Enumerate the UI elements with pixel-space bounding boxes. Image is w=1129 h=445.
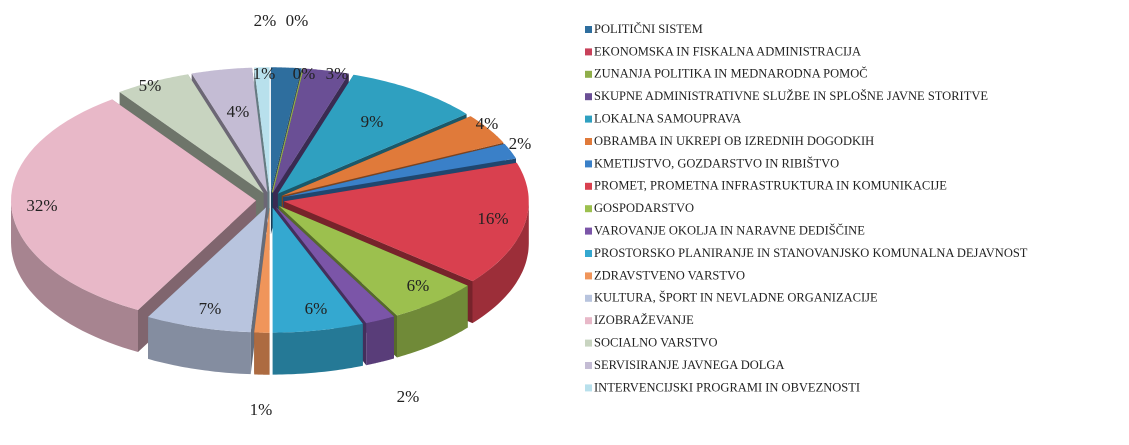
legend-swatch <box>585 227 592 235</box>
slice <box>272 207 363 375</box>
legend-label: ZDRAVSTVENO VARSTVO <box>594 268 745 282</box>
slice <box>254 207 270 375</box>
percent-label: 4% <box>227 102 250 121</box>
legend-swatch <box>585 115 592 123</box>
percent-label: 16% <box>477 209 508 228</box>
legend-label: LOKALNA SAMOUPRAVA <box>594 111 741 125</box>
legend-swatch <box>585 294 592 302</box>
slice-top <box>283 162 529 282</box>
legend-label: VAROVANJE OKOLJA IN NARAVNE DEDIŠČINE <box>594 223 865 237</box>
slice-top <box>11 99 256 311</box>
legend-swatch <box>585 205 592 213</box>
percent-label: 2% <box>254 11 277 30</box>
legend-label: KULTURA, ŠPORT IN NEVLADNE ORGANIZACIJE <box>594 291 878 305</box>
slice-wall <box>472 201 529 324</box>
slice-top <box>119 74 264 194</box>
legend-swatch <box>585 317 592 325</box>
legend-label: SOCIALNO VARSTVO <box>594 335 718 349</box>
percent-label: 1% <box>250 400 273 419</box>
legend-label: IZOBRAŽEVANJE <box>594 313 694 327</box>
slice-top <box>148 207 267 333</box>
percent-label: 4% <box>476 114 499 133</box>
slice-top <box>278 205 468 316</box>
slice <box>271 68 304 193</box>
slice-top <box>191 67 268 193</box>
legend-swatch <box>585 362 592 369</box>
slice-wall <box>397 285 468 358</box>
legend-label: GOSPODARSTVO <box>594 201 694 215</box>
percent-label: 2% <box>397 387 420 406</box>
slice-top <box>271 68 304 193</box>
legend-label: ZUNANJA POLITIKA IN MEDNARODNA POMOČ <box>594 67 868 81</box>
percent-label: 9% <box>361 112 384 131</box>
legend-label: PROMET, PROMETNA INFRASTRUKTURA IN KOMUN… <box>594 179 947 193</box>
slice <box>148 207 267 375</box>
legend-label: INTERVENCIJSKI PROGRAMI IN OBVEZNOSTI <box>594 380 860 394</box>
legend-label: EKONOMSKA IN FISKALNA ADMINISTRACIJA <box>594 44 861 58</box>
legend-swatch <box>585 26 592 33</box>
legend-swatch <box>585 182 592 190</box>
percent-label: 0% <box>293 64 316 83</box>
slice-wall <box>272 323 363 375</box>
percent-label: 2% <box>509 134 532 153</box>
slice-wall <box>148 316 251 375</box>
legend-swatch <box>585 160 592 168</box>
legend-label: PROSTORSKO PLANIRANJE IN STANOVANJSKO KO… <box>594 246 1028 260</box>
slice-top <box>276 207 394 324</box>
percent-label: 32% <box>26 196 57 215</box>
slice-top <box>272 207 363 333</box>
slice-top <box>273 68 349 193</box>
legend-swatch <box>585 93 592 101</box>
legend-label: POLITIČNI SISTEM <box>594 22 703 36</box>
slice-wall <box>11 200 138 352</box>
percent-label: 7% <box>199 299 222 318</box>
legend-swatch <box>585 339 592 347</box>
percent-label: 1% <box>253 64 276 83</box>
percent-label: 5% <box>139 76 162 95</box>
slice-top <box>254 207 270 333</box>
legend-swatch <box>585 272 592 280</box>
legend-label: KMETIJSTVO, GOZDARSTVO IN RIBIŠTVO <box>594 156 839 170</box>
percent-label: 3% <box>326 64 349 83</box>
legend-swatch <box>585 70 592 78</box>
slice-top <box>254 67 270 193</box>
legend-swatch <box>585 250 592 257</box>
legend-label: SERVISIRANJE JAVNEGA DOLGA <box>594 358 784 372</box>
percent-label: 6% <box>407 276 430 295</box>
slice-top <box>270 67 302 193</box>
percent-label: 0% <box>286 11 309 30</box>
percent-label: 6% <box>305 299 328 318</box>
slice-top <box>283 143 516 198</box>
legend-swatch <box>585 384 592 392</box>
legend-swatch <box>585 138 592 145</box>
slice-top <box>281 116 504 196</box>
slice-wall <box>366 316 394 366</box>
slice-top <box>277 74 467 194</box>
legend-swatch <box>585 48 592 56</box>
slice-wall <box>254 332 270 375</box>
legend-label: OBRAMBA IN UKREPI OB IZREDNIH DOGODKIH <box>594 134 874 148</box>
legend-label: SKUPNE ADMINISTRATIVNE SLUŽBE IN SPLOŠNE… <box>594 89 988 103</box>
